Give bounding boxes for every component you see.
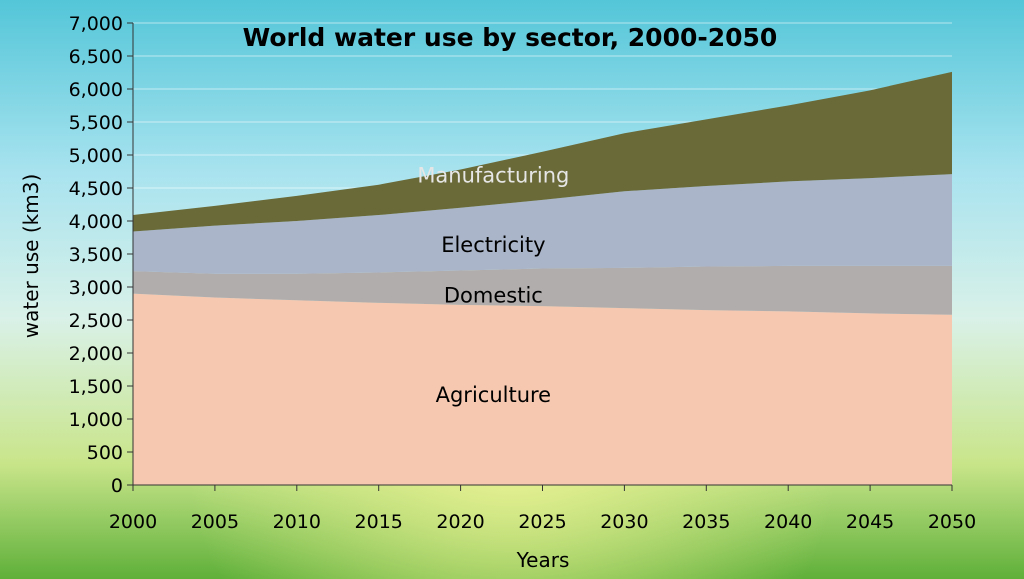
y-tick-label: 3,000 <box>69 277 123 299</box>
y-tick-label: 1,000 <box>69 409 123 431</box>
x-tick-label: 2010 <box>273 511 321 533</box>
y-tick-label: 7,000 <box>69 13 123 35</box>
y-tick-label: 0 <box>111 475 123 497</box>
x-axis-ticks: 2000 2005 2010 2015 2020 2025 2030 2035 2040 2045… <box>109 511 976 533</box>
x-axis-title: Years <box>516 548 570 572</box>
x-tick-label: 2030 <box>600 511 648 533</box>
y-tick-label: 6,500 <box>69 46 123 68</box>
x-tick-label: 2050 <box>928 511 976 533</box>
y-tick-label: 500 <box>87 442 123 464</box>
y-tick-label: 3,500 <box>69 244 123 266</box>
x-tick-label: 2035 <box>682 511 730 533</box>
x-tick-label: 2000 <box>109 511 157 533</box>
chart-title: World water use by sector, 2000-2050 <box>243 23 778 52</box>
x-tick-label: 2025 <box>518 511 566 533</box>
y-tick-label: 4,000 <box>69 211 123 233</box>
series-labels: Agriculture Domestic Electricity Manufactur… <box>417 164 569 408</box>
x-tick-label: 2005 <box>191 511 239 533</box>
y-tick-label: 5,500 <box>69 112 123 134</box>
y-tick-label: 1,500 <box>69 376 123 398</box>
axes <box>127 22 953 491</box>
x-tick-label: 2045 <box>846 511 894 533</box>
area-electricity <box>133 174 952 274</box>
series-label-agriculture: Agriculture <box>436 383 552 407</box>
y-tick-label: 2,500 <box>69 310 123 332</box>
area-agriculture <box>133 293 952 485</box>
area-manufacturing <box>133 71 952 232</box>
area-domestic <box>133 265 952 315</box>
x-tick-label: 2015 <box>355 511 403 533</box>
series-label-manufacturing: Manufacturing <box>417 164 569 188</box>
x-tick-label: 2020 <box>436 511 484 533</box>
y-axis-ticks: 0 500 1,000 1,500 2,000 2,500 3,000 3,500 4,000 4… <box>69 13 123 497</box>
y-tick-label: 2,000 <box>69 343 123 365</box>
area-series <box>133 71 952 485</box>
y-axis-title: water use (km3) <box>19 174 43 339</box>
series-label-electricity: Electricity <box>441 233 545 257</box>
x-tick-label: 2040 <box>764 511 812 533</box>
y-tick-label: 5,000 <box>69 145 123 167</box>
series-label-domestic: Domestic <box>444 284 543 308</box>
y-tick-label: 6,000 <box>69 79 123 101</box>
y-tick-label: 4,500 <box>69 178 123 200</box>
